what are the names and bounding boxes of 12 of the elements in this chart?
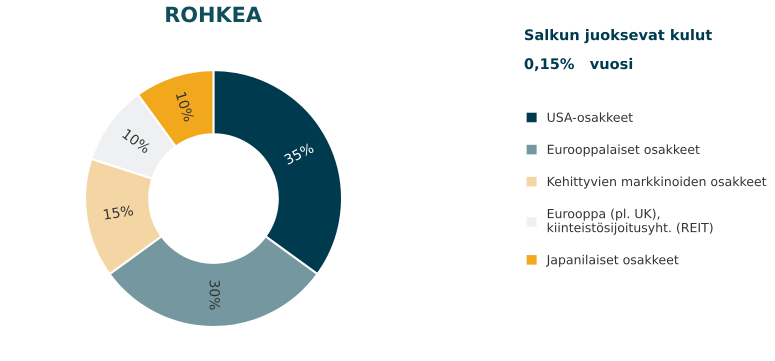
data-label: 10% [176,92,194,122]
legend-label: Kehittyvien markkinoiden osakkeet [548,176,766,189]
data-label: 15% [104,204,134,220]
chart-title: ROHKEA [166,6,262,22]
legend-label: Eurooppa (pl. UK), kiinteistösijoitusyht. (REIT) [548,208,713,235]
legend-label: Eurooppalaiset osakkeet [548,144,700,157]
legend-label: USA-osakkeet [548,112,633,122]
data-label: 35% [284,142,314,165]
text: 0,15% vuosi [524,58,632,72]
text: Salkun juoksevat kulut [524,28,712,44]
legend-label: Japanilaiset osakkeet [546,254,678,267]
data-label: 30% [209,280,220,310]
